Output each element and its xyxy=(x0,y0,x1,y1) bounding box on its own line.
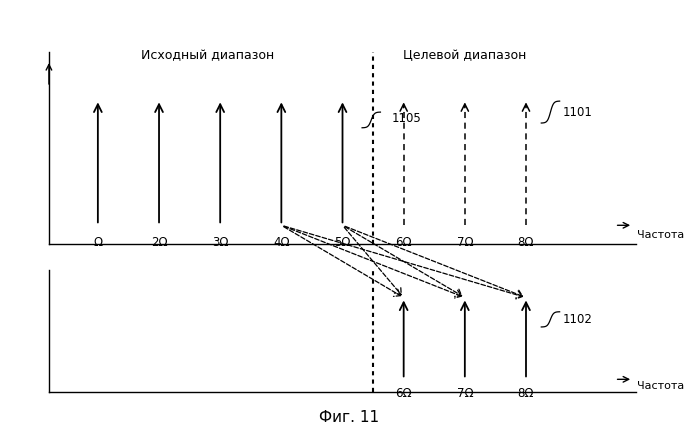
Text: 1101: 1101 xyxy=(563,106,593,119)
Text: 7Ω: 7Ω xyxy=(456,236,473,249)
Text: 8Ω: 8Ω xyxy=(518,236,534,249)
Text: 1103: 1103 xyxy=(232,285,262,298)
Text: 6Ω: 6Ω xyxy=(396,387,412,400)
Text: Целевой диапазон: Целевой диапазон xyxy=(403,49,526,62)
Text: Частота: Частота xyxy=(637,381,684,391)
Text: 1102: 1102 xyxy=(563,313,593,326)
Text: 8Ω: 8Ω xyxy=(518,387,534,400)
Text: 4Ω: 4Ω xyxy=(273,236,289,249)
Text: 7Ω: 7Ω xyxy=(456,387,473,400)
Text: Ω: Ω xyxy=(93,236,103,249)
Text: 6Ω: 6Ω xyxy=(396,236,412,249)
Text: 2Ω: 2Ω xyxy=(151,236,167,249)
Text: Частота: Частота xyxy=(637,230,684,240)
Text: 3Ω: 3Ω xyxy=(212,236,229,249)
Text: Исходный диапазон: Исходный диапазон xyxy=(141,49,275,62)
Text: 1104: 1104 xyxy=(416,310,446,323)
Text: Фиг. 11: Фиг. 11 xyxy=(319,410,380,425)
Text: 1105: 1105 xyxy=(391,112,421,125)
Text: 5Ω: 5Ω xyxy=(334,236,351,249)
